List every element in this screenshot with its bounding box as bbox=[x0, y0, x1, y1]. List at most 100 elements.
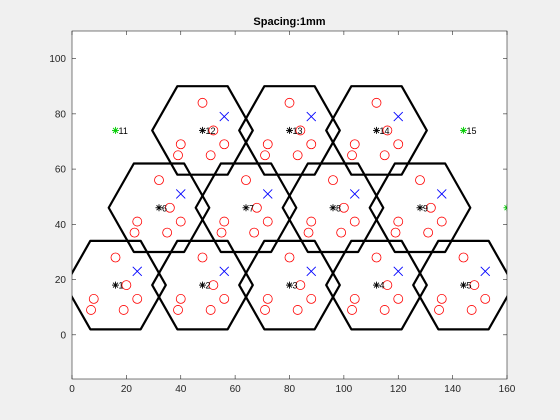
circle-marker bbox=[393, 216, 404, 227]
hex-cell-5 bbox=[412, 239, 507, 331]
cross-marker bbox=[175, 189, 186, 199]
y-tick-label: 100 bbox=[49, 54, 66, 65]
cell-label-10: 10 bbox=[510, 203, 520, 213]
circle-marker bbox=[205, 150, 216, 161]
star-stroke bbox=[330, 204, 336, 211]
circle-marker bbox=[219, 216, 230, 227]
circle-marker bbox=[241, 175, 251, 186]
circle-marker bbox=[393, 294, 404, 304]
y-tick-label: 60 bbox=[55, 165, 67, 176]
circle-marker bbox=[349, 216, 360, 227]
circle-marker bbox=[436, 216, 447, 227]
x-tick-label: 120 bbox=[390, 384, 407, 395]
cross-stroke bbox=[219, 111, 230, 122]
cross-stroke bbox=[132, 266, 143, 277]
cross-stroke bbox=[393, 111, 404, 122]
star-stroke bbox=[286, 282, 293, 288]
y-tick-label: 80 bbox=[55, 109, 67, 120]
circle-marker bbox=[208, 280, 219, 290]
star-marker-2 bbox=[199, 281, 206, 289]
circle-marker bbox=[295, 280, 306, 290]
cross-marker bbox=[349, 189, 360, 199]
circle-marker bbox=[379, 150, 390, 161]
axes-background bbox=[72, 31, 507, 379]
circle-marker bbox=[295, 125, 306, 136]
circle-marker bbox=[110, 252, 121, 263]
cell-label-3: 3 bbox=[293, 281, 298, 291]
star-marker-4 bbox=[373, 281, 380, 289]
y-tick-label: 0 bbox=[60, 330, 66, 341]
circle-marker bbox=[162, 227, 173, 238]
hex-cell-6 bbox=[107, 162, 211, 254]
hex-cell-14 bbox=[325, 85, 428, 176]
circle-marker bbox=[371, 252, 382, 263]
cross-marker bbox=[480, 266, 491, 277]
circle-marker bbox=[129, 227, 140, 238]
cross-stroke bbox=[262, 189, 273, 199]
star-marker-10 bbox=[503, 204, 507, 212]
cell-label-5: 5 bbox=[467, 281, 472, 291]
star-stroke bbox=[504, 204, 507, 209]
circle-marker bbox=[219, 294, 230, 304]
circle-marker bbox=[154, 175, 164, 186]
cross-stroke bbox=[306, 266, 317, 277]
circle-marker bbox=[349, 294, 360, 304]
cross-marker bbox=[393, 266, 404, 277]
circle-marker bbox=[208, 125, 219, 136]
star-marker-6 bbox=[155, 204, 163, 212]
cross-marker bbox=[132, 266, 143, 277]
cell-label-1: 1 bbox=[119, 281, 124, 291]
circle-marker bbox=[175, 139, 186, 150]
circle-marker bbox=[349, 139, 360, 150]
circle-marker bbox=[436, 294, 447, 304]
circle-marker bbox=[415, 175, 425, 186]
circle-marker bbox=[371, 97, 382, 108]
x-tick-label: 0 bbox=[69, 384, 75, 395]
circle-marker bbox=[262, 216, 273, 227]
cross-stroke bbox=[349, 189, 360, 199]
cross-stroke bbox=[306, 111, 317, 122]
hex-cell-12 bbox=[151, 85, 254, 176]
star-marker-9 bbox=[416, 204, 424, 212]
star-marker-11 bbox=[112, 126, 119, 134]
cell-label-8: 8 bbox=[336, 203, 341, 213]
circle-marker bbox=[175, 294, 186, 304]
hex-cell-4 bbox=[325, 239, 428, 331]
star-stroke bbox=[373, 282, 380, 288]
circle-marker bbox=[164, 202, 175, 213]
cell-label-15: 15 bbox=[467, 126, 477, 136]
star-marker-13 bbox=[286, 126, 293, 134]
circle-marker bbox=[306, 216, 317, 227]
cross-marker bbox=[306, 111, 317, 122]
cross-marker bbox=[436, 189, 447, 199]
circle-marker bbox=[132, 294, 143, 304]
circle-marker bbox=[458, 252, 469, 263]
star-marker-1 bbox=[112, 281, 119, 289]
circle-marker bbox=[382, 125, 393, 136]
circle-marker bbox=[336, 227, 347, 238]
circle-marker bbox=[469, 280, 480, 290]
star-marker-7 bbox=[242, 204, 250, 212]
circle-marker bbox=[251, 202, 262, 213]
star-stroke bbox=[199, 282, 206, 288]
star-stroke bbox=[243, 204, 249, 211]
circle-marker bbox=[292, 305, 303, 315]
cell-label-14: 14 bbox=[380, 126, 390, 136]
hex-cell-2 bbox=[151, 239, 254, 331]
circle-marker bbox=[132, 216, 143, 227]
circle-marker bbox=[466, 305, 477, 315]
star-stroke bbox=[199, 127, 206, 134]
circle-marker bbox=[284, 97, 295, 108]
circle-marker bbox=[480, 294, 491, 304]
cell-label-2: 2 bbox=[206, 281, 211, 291]
cross-stroke bbox=[393, 266, 404, 277]
cross-stroke bbox=[436, 189, 447, 199]
y-tick-label: 20 bbox=[55, 275, 67, 286]
cell-label-6: 6 bbox=[162, 203, 167, 213]
circle-marker bbox=[379, 305, 390, 315]
cross-marker bbox=[306, 266, 317, 277]
circle-marker bbox=[262, 294, 273, 304]
circle-marker bbox=[219, 139, 230, 150]
star-stroke bbox=[460, 127, 467, 134]
